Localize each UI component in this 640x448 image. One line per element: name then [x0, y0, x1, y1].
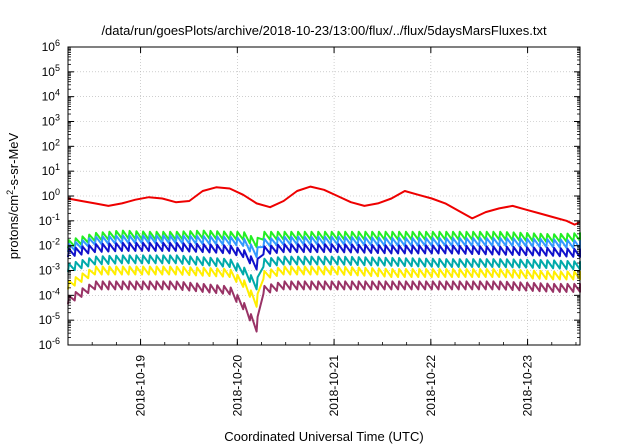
y-tick-exponent: 2 — [55, 137, 60, 147]
y-tick-label: 10-2 — [39, 237, 60, 253]
y-tick-exponent: -2 — [52, 237, 60, 247]
y-tick-label: 10-5 — [39, 311, 60, 327]
y-axis-ticks: 10-610-510-410-310-210-11001011021031041… — [39, 38, 580, 352]
y-tick-exponent: 0 — [55, 187, 60, 197]
y-tick-base: 10 — [42, 65, 56, 79]
y-tick-exponent: 4 — [55, 88, 60, 98]
y-tick-base: 10 — [39, 214, 53, 228]
y-tick-exponent: 1 — [55, 162, 60, 172]
y-tick-label: 10-4 — [39, 286, 60, 302]
series-line-1 — [67, 229, 581, 249]
x-tick-label: 2018-10-19 — [134, 355, 148, 417]
y-tick-base: 10 — [39, 338, 53, 352]
x-axis-label: Coordinated Universal Time (UTC) — [224, 429, 423, 444]
y-tick-label: 100 — [42, 187, 60, 203]
x-tick-label: 2018-10-21 — [327, 355, 341, 417]
y-tick-base: 10 — [42, 189, 56, 203]
y-tick-base: 10 — [42, 90, 56, 104]
y-tick-base: 10 — [42, 164, 56, 178]
x-tick-label: 2018-10-23 — [521, 355, 535, 417]
y-tick-label: 102 — [42, 137, 60, 153]
y-tick-exponent: -3 — [52, 262, 60, 272]
y-axis-label: protons/cm2-s-sr-MeV — [5, 132, 21, 259]
y-tick-label: 101 — [42, 162, 60, 178]
y-tick-label: 106 — [42, 38, 60, 54]
series-line-2 — [67, 234, 581, 259]
y-axis-label-sup: 2 — [5, 190, 15, 195]
y-tick-exponent: 5 — [55, 63, 60, 73]
y-tick-exponent: -5 — [52, 311, 60, 321]
series-lines — [67, 185, 581, 333]
y-tick-label: 10-1 — [39, 212, 60, 228]
series-line-3 — [67, 241, 581, 271]
y-tick-base: 10 — [42, 139, 56, 153]
x-tick-label: 2018-10-22 — [424, 355, 438, 417]
series-line-6 — [67, 280, 581, 333]
grid — [68, 47, 580, 345]
y-tick-base: 10 — [39, 264, 53, 278]
x-axis-ticks: 2018-10-19 2018-10-20 2018-10-21 2018-10-22… — [67, 47, 577, 417]
y-tick-label: 10-6 — [39, 336, 60, 352]
y-tick-exponent: 3 — [55, 113, 60, 123]
y-tick-label: 104 — [42, 88, 60, 104]
y-axis-label-rest: -s-sr-MeV — [6, 132, 21, 189]
y-tick-base: 10 — [39, 239, 53, 253]
y-tick-base: 10 — [39, 288, 53, 302]
x-tick-label: 2018-10-20 — [230, 355, 244, 417]
y-tick-exponent: -4 — [52, 286, 60, 296]
chart-title: /data/run/goesPlots/archive/2018-10-23/1… — [101, 23, 547, 38]
y-tick-label: 105 — [42, 63, 60, 79]
series-line-0 — [67, 185, 581, 226]
y-tick-base: 10 — [39, 313, 53, 327]
y-tick-base: 10 — [42, 115, 56, 129]
y-tick-label: 103 — [42, 113, 60, 129]
y-tick-exponent: -6 — [52, 336, 60, 346]
y-tick-base: 10 — [42, 40, 56, 54]
series-line-5 — [67, 265, 581, 308]
y-axis-label-main: protons/cm — [6, 195, 21, 259]
y-tick-label: 10-3 — [39, 262, 60, 278]
y-tick-exponent: -1 — [52, 212, 60, 222]
series-line-4 — [67, 254, 581, 291]
y-tick-exponent: 6 — [55, 38, 60, 48]
